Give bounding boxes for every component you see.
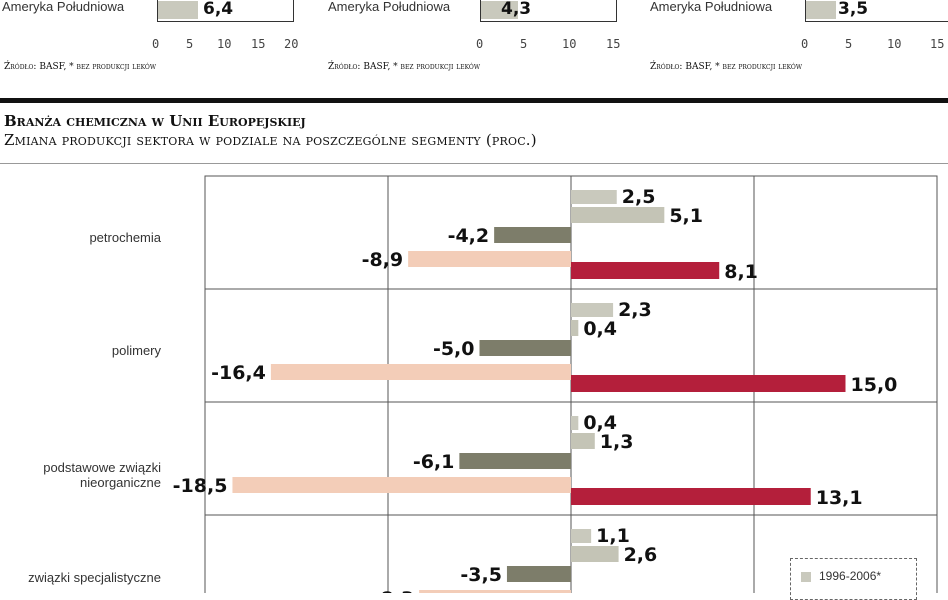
bar	[571, 416, 579, 430]
mini-chart-bar	[481, 1, 518, 19]
category-label: petrochemia	[89, 230, 161, 245]
bar	[571, 375, 846, 392]
bar	[571, 320, 579, 336]
bar-value-label: -8,3	[373, 588, 415, 593]
category-label: związki specjalistyczne	[28, 570, 161, 585]
chart-bars	[232, 190, 846, 593]
source-note: Źródło: BASF, * bez produkcji leków	[4, 62, 157, 72]
bar	[506, 566, 571, 582]
bar	[571, 529, 592, 543]
bar-value-label: -8,9	[362, 249, 404, 271]
source-note: Źródło: BASF, * bez produkcji leków	[328, 62, 481, 72]
bar-value-label: 0,4	[583, 412, 617, 434]
bar	[232, 477, 571, 493]
legend: 1996-2006*	[790, 558, 917, 600]
mini-tick: 0	[152, 37, 160, 51]
mini-chart-frame: 4,3	[480, 0, 617, 22]
category-label: podstawowe związki nieorganiczne	[43, 460, 161, 490]
mini-tick: 5	[186, 37, 194, 51]
bar-value-label: 1,1	[596, 525, 630, 547]
section-divider	[0, 98, 948, 103]
mini-chart-region: Ameryka Południowa	[2, 0, 125, 14]
legend-label: 1996-2006*	[819, 569, 882, 583]
chart-value-labels: 2,55,1-4,2-8,98,12,30,4-5,0-16,415,00,41…	[173, 186, 898, 593]
mini-tick: 10	[562, 37, 577, 51]
bar-value-label: -4,2	[448, 225, 490, 247]
mini-chart-value: 3,5	[838, 0, 869, 19]
chart-subtitle: Zmiana produkcji sektora w podziale na p…	[4, 131, 537, 149]
bar	[571, 262, 720, 279]
mini-tick: 15	[251, 37, 266, 51]
bar	[571, 207, 665, 223]
mini-chart-region: Ameryka Południowa	[650, 0, 773, 14]
bar-value-label: -5,0	[433, 338, 475, 360]
bar	[270, 364, 571, 380]
bar-value-label: 2,5	[622, 186, 656, 208]
bar-value-label: -18,5	[173, 475, 228, 497]
mini-tick: 5	[520, 37, 528, 51]
mini-chart-region: Ameryka Południowa	[328, 0, 451, 14]
bar	[494, 227, 571, 243]
bar-value-label: -6,1	[413, 451, 455, 473]
bar	[419, 590, 571, 593]
bar-value-label: 2,3	[618, 299, 652, 321]
mini-tick: 15	[930, 37, 945, 51]
mini-tick: 5	[845, 37, 853, 51]
bar	[408, 251, 571, 267]
bar-value-label: 15,0	[851, 374, 898, 396]
mini-chart-value: 4,3	[501, 0, 532, 19]
mini-chart-frame: 6,4	[157, 0, 294, 22]
mini-tick: 0	[801, 37, 809, 51]
bar-value-label: 13,1	[816, 487, 863, 509]
mini-chart-bar	[806, 1, 836, 19]
mini-chart-frame: 3,5	[805, 0, 948, 22]
category-label: polimery	[111, 343, 161, 358]
bar-value-label: -3,5	[460, 564, 502, 586]
bar	[459, 453, 571, 469]
bar-value-label: 0,4	[583, 318, 617, 340]
bar-value-label: 1,3	[600, 431, 634, 453]
mini-tick: 20	[284, 37, 299, 51]
bar	[571, 433, 595, 449]
bar	[479, 340, 571, 356]
bar-value-label: -16,4	[211, 362, 266, 384]
chart-title: Branża chemiczna w Unii Europejskiej	[4, 112, 306, 130]
bar	[571, 303, 614, 317]
mini-tick: 10	[887, 37, 902, 51]
legend-swatch	[801, 572, 811, 582]
mini-tick: 10	[217, 37, 232, 51]
title-underline	[0, 163, 948, 164]
mini-tick: 15	[606, 37, 621, 51]
source-note: Źródło: BASF, * bez produkcji leków	[650, 62, 803, 72]
bar-value-label: 2,6	[624, 544, 658, 566]
mini-chart-value: 6,4	[203, 0, 234, 19]
mini-chart-bar	[158, 1, 198, 19]
bar-value-label: 8,1	[724, 261, 758, 283]
mini-tick: 0	[476, 37, 484, 51]
bar	[571, 546, 619, 562]
bar	[571, 488, 811, 505]
bar-value-label: 5,1	[669, 205, 703, 227]
bar	[571, 190, 617, 204]
